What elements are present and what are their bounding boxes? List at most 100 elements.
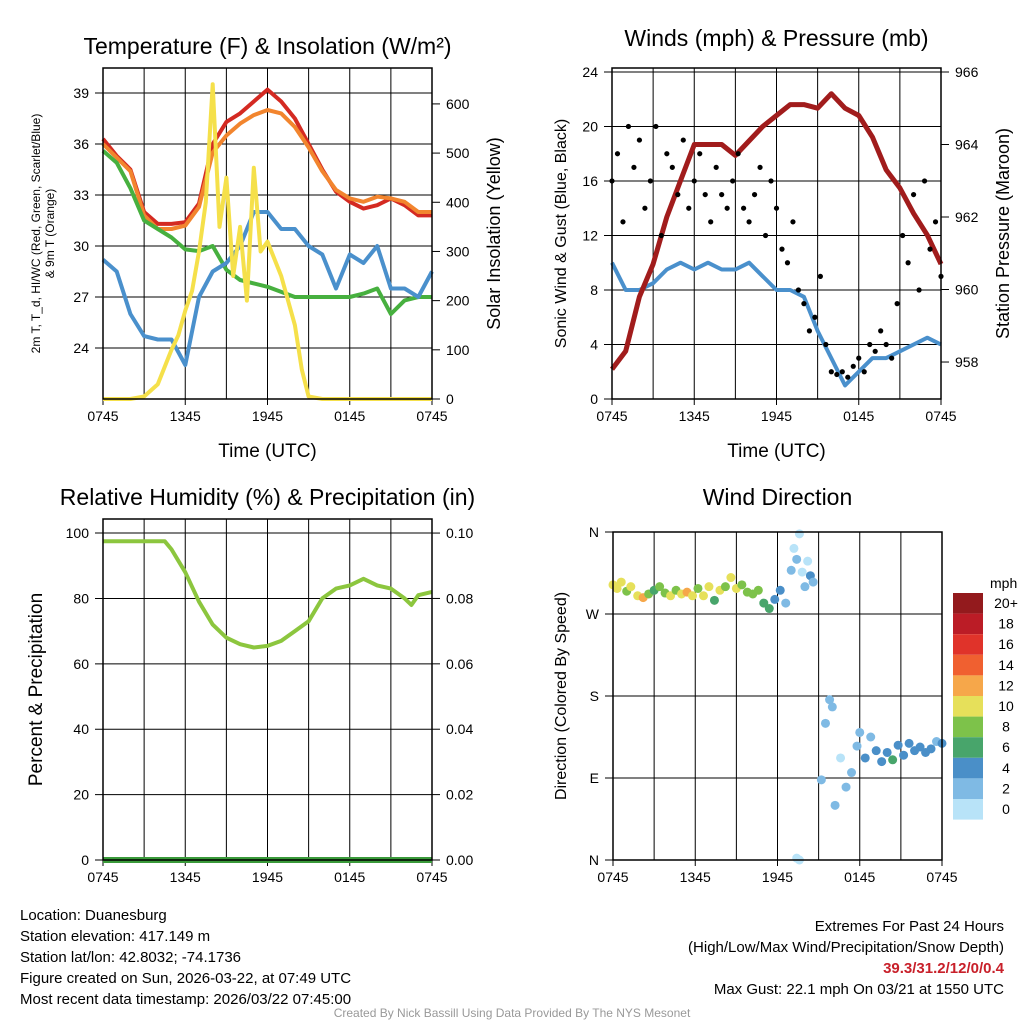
y2-tick-label: 300 [446, 243, 470, 259]
series-gust-point [636, 137, 643, 143]
x-tick-label: 1945 [762, 869, 793, 885]
series-2m-t-line [101, 87, 432, 226]
series-gust-point [856, 355, 862, 361]
wind-direction-point [841, 782, 851, 792]
series-gust-point [680, 137, 686, 143]
series-gust-point [828, 369, 834, 375]
x-tick-label: 1345 [680, 869, 711, 885]
wind-direction-point [882, 747, 892, 757]
colorbar-label: 14 [998, 657, 1014, 673]
wind-direction-point [926, 744, 936, 754]
colorbar-swatch [953, 654, 983, 676]
y-tick-label: 24 [73, 340, 89, 356]
series-gust-point [768, 178, 774, 184]
colorbar-swatch [953, 696, 983, 717]
y2-tick-label: 0.06 [446, 656, 473, 672]
created-text: Figure created on Sun, 2026-03-22, at 07… [20, 970, 352, 987]
colorbar-label: 6 [1002, 739, 1010, 755]
wind-direction-point [871, 746, 881, 756]
y-tick-label: 8 [590, 282, 598, 298]
colorbar-label: 20+ [994, 595, 1018, 611]
y-tick-label: 16 [582, 173, 598, 189]
wind-direction-point [693, 583, 703, 593]
series-gust-point [861, 369, 867, 375]
wind-direction-point [847, 768, 857, 778]
wind-direction-point [820, 718, 830, 728]
x-tick-label: 1345 [170, 869, 201, 885]
plot-frame [611, 67, 942, 400]
series-gust-point [927, 246, 933, 252]
y2-tick-label: 964 [955, 136, 979, 152]
x-tick-label: 0745 [87, 869, 118, 885]
y2-tick-label: 500 [446, 145, 470, 161]
x-tick-label: 0745 [926, 869, 957, 885]
series-gust-point [713, 164, 719, 170]
x-tick-label: 0745 [925, 408, 956, 424]
y-tick-label: S [590, 688, 599, 704]
y2-tick-label: 966 [955, 64, 979, 80]
series-gust-point [642, 205, 648, 211]
series-gust-point [932, 219, 939, 225]
y-tick-label: 33 [73, 187, 89, 203]
extremes-subtitle: (High/Low/Max Wind/Precipitation/Snow De… [688, 939, 1004, 956]
y2-tick-label: 0 [446, 391, 454, 407]
y-axis-label-line2: & 9m T (Orange) [43, 189, 57, 279]
y2-axis-label: Station Pressure (Maroon) [993, 128, 1013, 339]
colorbar-title: mph [990, 575, 1017, 591]
series-gust-point [708, 219, 714, 225]
colorbar-swatch [953, 675, 983, 696]
series-gust-point [779, 246, 785, 252]
y-tick-label: N [589, 524, 599, 540]
wind-direction-point [709, 595, 719, 605]
y2-axis-label: Solar Insolation (Yellow) [484, 137, 504, 329]
series-gust-point [757, 164, 763, 170]
x-tick-label: 0745 [596, 408, 627, 424]
y-axis-label-line1: 2m T, T_d, HI/WC (Red, Green, Scarlet/Bl… [29, 114, 43, 354]
wind-direction-point [612, 583, 622, 593]
y2-tick-label: 0.10 [446, 525, 473, 541]
y2-tick-label: 100 [446, 342, 470, 358]
series-gust-point [812, 314, 818, 320]
plot-frame [102, 67, 433, 400]
wind-direction-point [808, 577, 818, 587]
x-tick-label: 1345 [170, 408, 201, 424]
wind-direction-point [794, 529, 804, 539]
series-gust-point [686, 205, 692, 211]
series-gust-point [730, 178, 736, 184]
series-gust-point [900, 232, 906, 239]
y-tick-label: 24 [582, 64, 598, 80]
panel-title: Wind Direction [703, 484, 853, 510]
x-tick-label: 0145 [843, 408, 874, 424]
colorbar-swatch [953, 757, 983, 779]
wind-direction-point [688, 591, 698, 601]
series-solar-insolation-line [103, 82, 432, 401]
y-tick-label: 0 [590, 391, 598, 407]
series-gust-point [823, 341, 829, 348]
station-info: Location: Duanesburg Station elevation: … [20, 905, 351, 1010]
x-tick-label: 1945 [761, 408, 792, 424]
series-gust-point [675, 191, 681, 198]
series-gust-point [735, 151, 741, 157]
y-tick-label: 12 [582, 227, 598, 243]
colorbar-swatch [953, 634, 983, 655]
y-tick-label: N [589, 852, 599, 868]
series-gust-point [784, 260, 791, 266]
panel-3: Relative Humidity (%) & Precipitation (i… [26, 484, 475, 885]
series-gust-point [664, 151, 670, 157]
x-tick-label: 0745 [416, 869, 447, 885]
series-gust-point [746, 219, 752, 225]
y-tick-label: 39 [73, 85, 89, 101]
colorbar-label: 8 [1002, 719, 1010, 735]
wind-direction-point [737, 580, 747, 590]
series-gust-point [889, 355, 895, 361]
series-gust-point [878, 328, 884, 334]
extremes-values: 39.3/31.2/12/0/0.4 [883, 960, 1004, 977]
colorbar-swatch [953, 613, 983, 635]
wind-direction-point [855, 727, 865, 737]
wind-direction-point [803, 556, 813, 566]
wind-direction-point [789, 543, 799, 553]
wind-direction-point [792, 554, 802, 564]
wind-direction-point [666, 591, 676, 601]
recent-data-text: Most recent data timestamp: 2026/03/22 0… [20, 991, 352, 1008]
